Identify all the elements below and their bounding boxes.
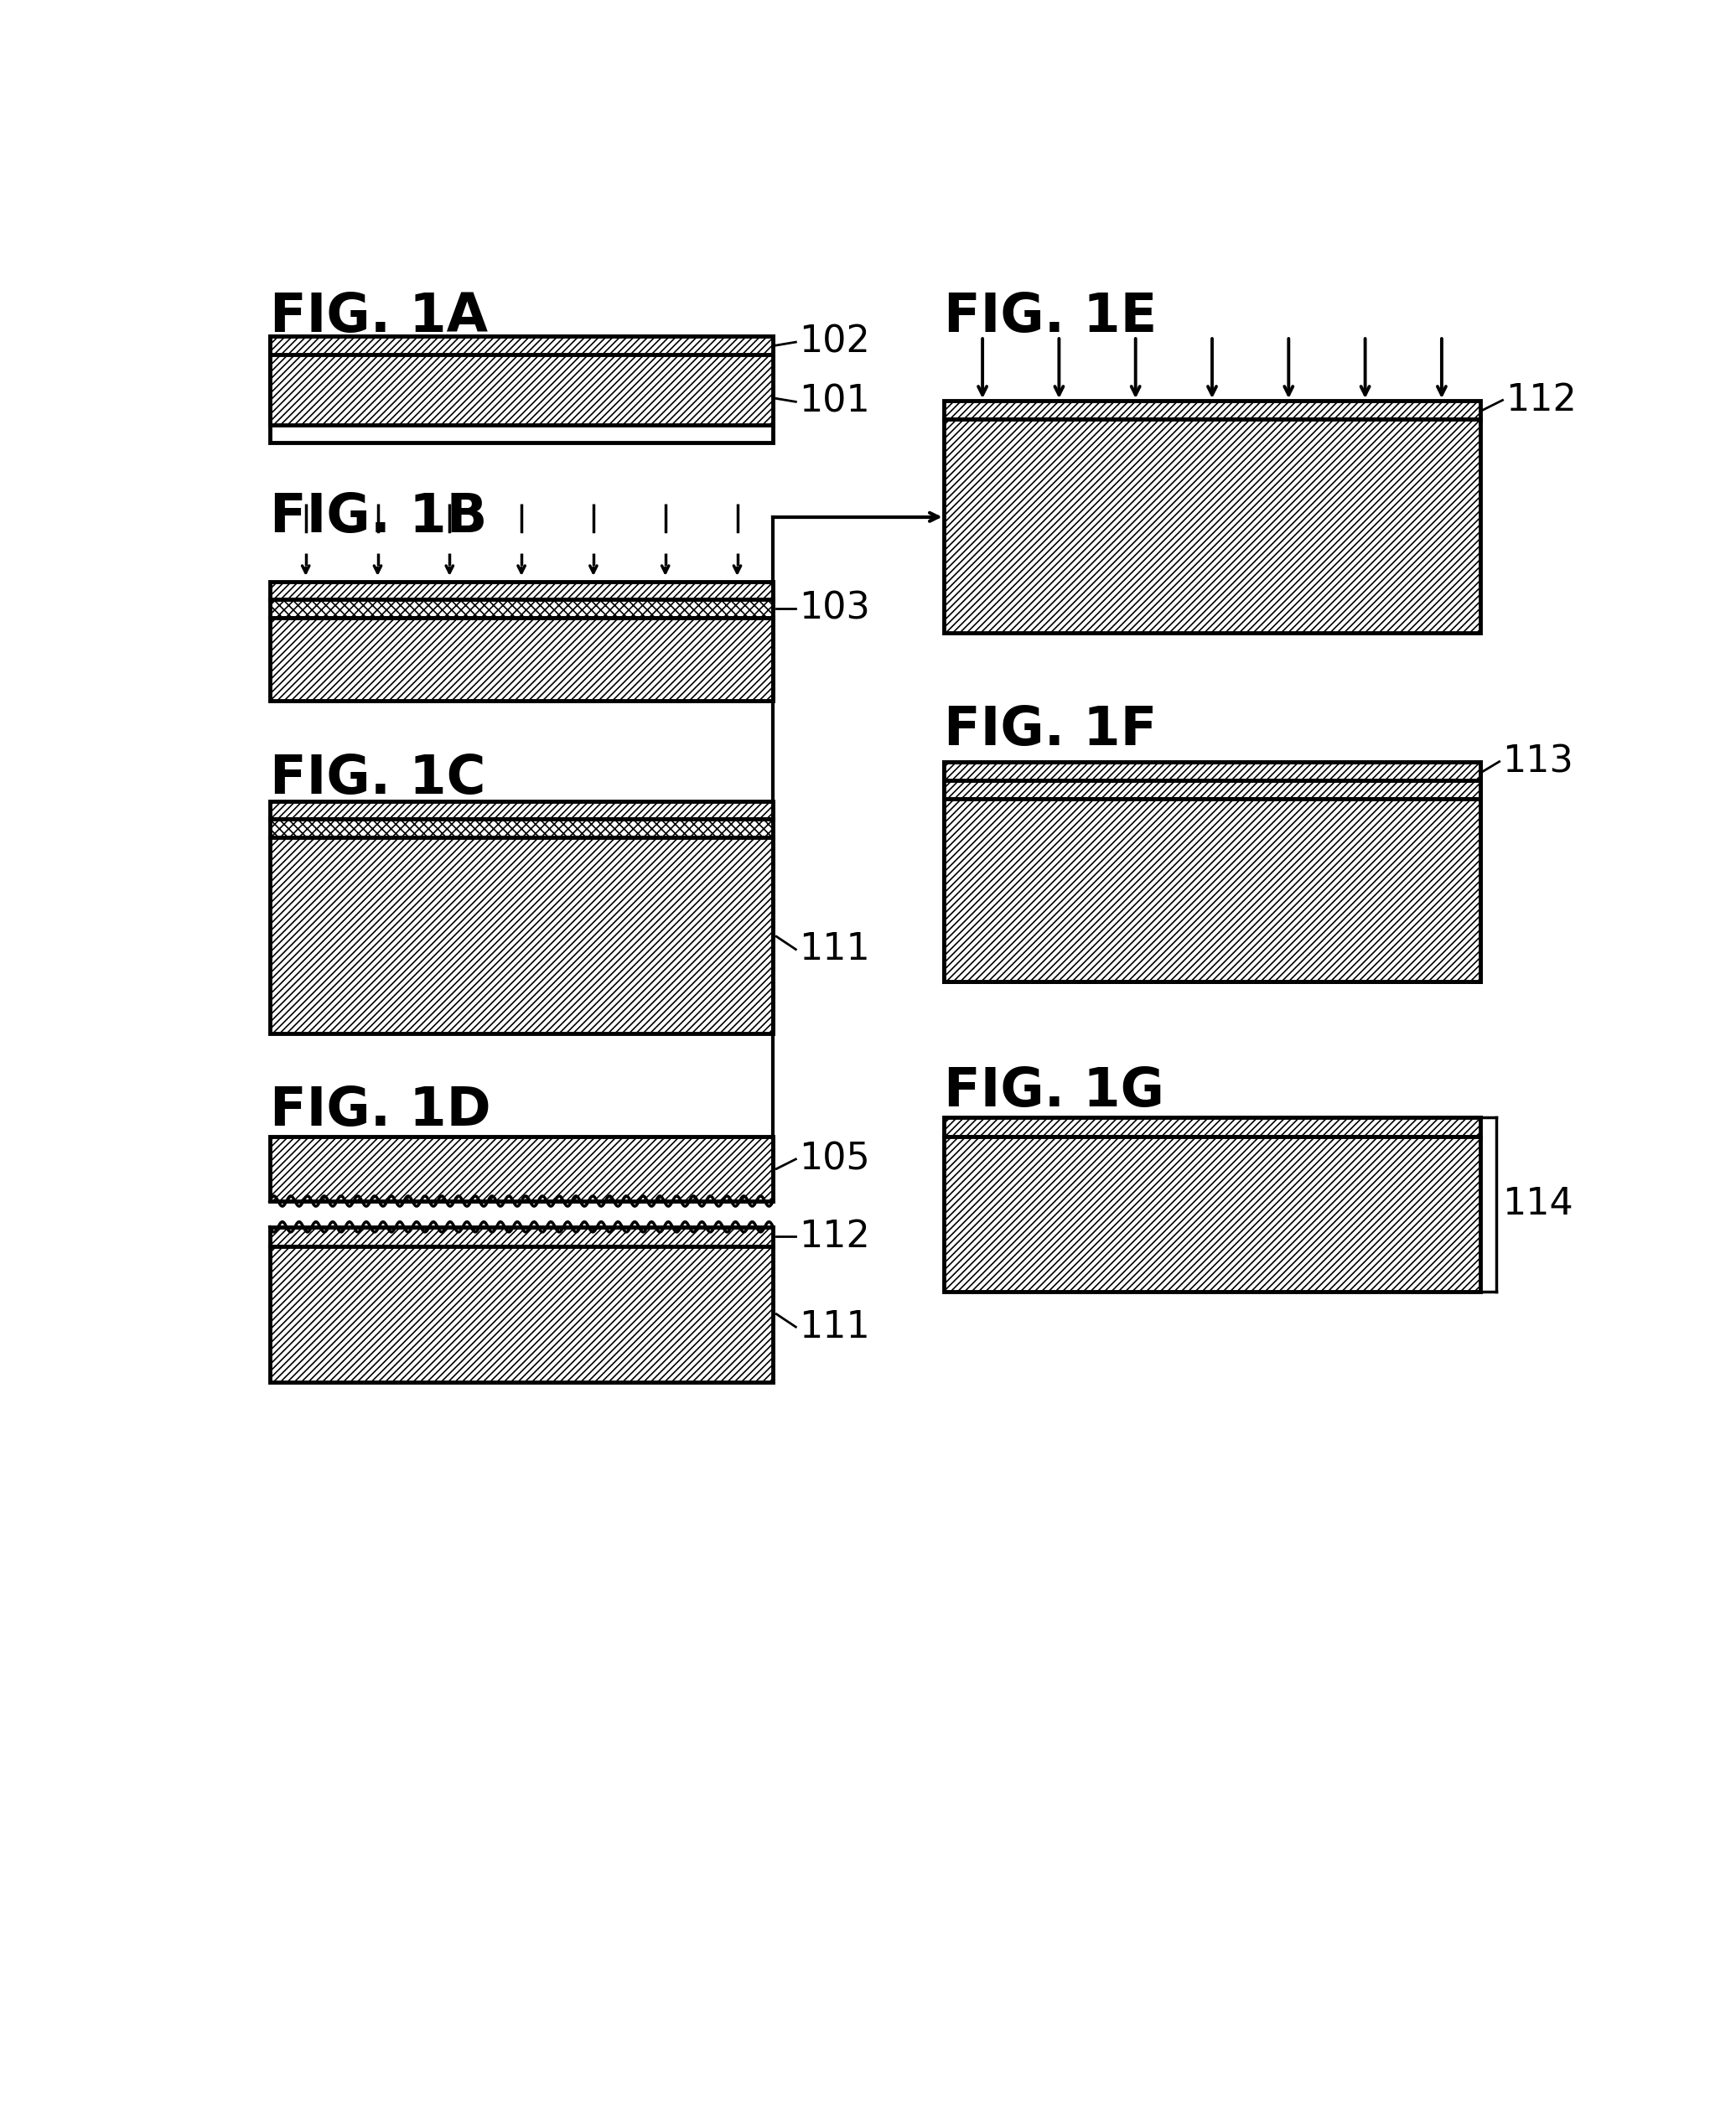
Bar bbox=[944, 1136, 1481, 1291]
Bar bbox=[269, 818, 773, 837]
Text: 113: 113 bbox=[1503, 744, 1575, 780]
Bar bbox=[269, 336, 773, 425]
Bar bbox=[944, 418, 1481, 633]
Text: 102: 102 bbox=[799, 324, 870, 360]
Text: 114: 114 bbox=[1503, 1186, 1573, 1222]
Text: FIG. 1B: FIG. 1B bbox=[269, 492, 488, 543]
Text: FIG. 1C: FIG. 1C bbox=[269, 753, 486, 805]
Text: 112: 112 bbox=[1505, 383, 1576, 418]
Bar bbox=[269, 1136, 773, 1201]
Text: 111: 111 bbox=[799, 932, 870, 967]
Bar bbox=[944, 780, 1481, 799]
Text: 112: 112 bbox=[799, 1218, 870, 1255]
Bar bbox=[269, 583, 773, 599]
Text: FIG. 1D: FIG. 1D bbox=[269, 1085, 491, 1138]
Text: FIG. 1E: FIG. 1E bbox=[944, 290, 1158, 343]
Text: FIG. 1G: FIG. 1G bbox=[944, 1066, 1165, 1117]
Text: 105: 105 bbox=[799, 1142, 870, 1178]
Text: 101: 101 bbox=[799, 383, 870, 421]
Bar bbox=[269, 336, 773, 353]
Bar bbox=[944, 799, 1481, 982]
Bar bbox=[944, 1117, 1481, 1136]
Bar bbox=[269, 837, 773, 1033]
Bar bbox=[944, 402, 1481, 418]
Bar bbox=[944, 761, 1481, 982]
Bar bbox=[269, 599, 773, 618]
Bar bbox=[269, 1247, 773, 1382]
Text: 111: 111 bbox=[799, 1308, 870, 1346]
Bar bbox=[269, 618, 773, 700]
Bar bbox=[269, 801, 773, 818]
Text: FIG. 1F: FIG. 1F bbox=[944, 705, 1158, 757]
Bar bbox=[269, 336, 773, 444]
Text: FIG. 1A: FIG. 1A bbox=[269, 290, 488, 343]
Bar bbox=[944, 761, 1481, 780]
Text: 103: 103 bbox=[799, 591, 870, 627]
Bar bbox=[269, 1226, 773, 1247]
